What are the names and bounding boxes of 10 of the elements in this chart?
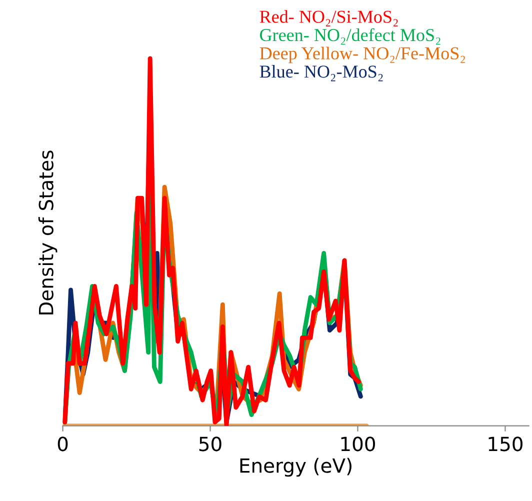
x-tick-label: 0 [58, 436, 68, 452]
x-tick-label: 100 [341, 436, 375, 452]
text: Green- NO₂/defect MoS₂ [260, 28, 440, 45]
text: Blue- NO₂-MoS₂ [260, 65, 383, 82]
x-axis-title: Energy (eV) [240, 458, 352, 477]
y-axis-title: Density of States [38, 150, 58, 314]
x-tick-label: 50 [199, 436, 222, 452]
x-tick-label: 150 [488, 436, 522, 452]
text: Deep Yellow- NO₂/Fe-MoS₂ [260, 46, 465, 64]
text: Red- NO₂/Si-MoS₂ [260, 10, 398, 26]
